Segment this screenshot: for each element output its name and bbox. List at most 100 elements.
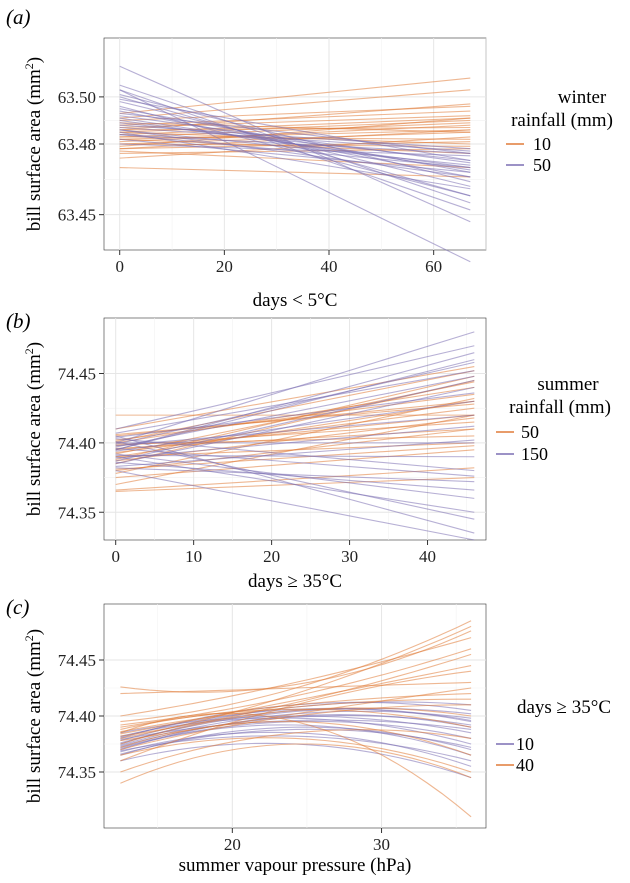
series-lines-b (115, 331, 475, 541)
legend-title-b-line2: rainfall (mm) (509, 397, 611, 418)
series-1-line-16 (115, 361, 475, 445)
legend-c: days ≥ 35°C 10 40 (496, 697, 611, 775)
series-1-line-19 (115, 440, 475, 520)
legend-title-b-line1: summer (537, 374, 599, 395)
series-1-curve-2 (120, 704, 472, 751)
legend-title-a-line2: rainfall (mm) (511, 110, 613, 131)
series-0-curve-11 (120, 724, 472, 756)
panel-c: (c) 20 30 74.35 74.40 74.45 summer vapour pr… (6, 595, 611, 876)
y-tick-label: 74.40 (58, 707, 96, 726)
series-1-line-18 (115, 400, 475, 452)
x-tick-label: 20 (216, 257, 233, 276)
x-tick-label: 0 (115, 257, 124, 276)
series-1-curve-17 (120, 743, 472, 784)
series-1-line-12 (115, 352, 475, 451)
series-0-line-23 (115, 417, 475, 462)
series-0-line-22 (119, 167, 471, 178)
y-tick-label: 63.48 (58, 135, 96, 154)
x-tick-label: 40 (419, 547, 436, 566)
x-tick-label: 30 (341, 547, 358, 566)
series-0-line-16 (119, 150, 471, 169)
legend-b: summer rainfall (mm) 50 150 (496, 374, 611, 464)
panel-a: (a) 0 20 40 60 63.45 63.48 63.50 days < 5°C bi… (6, 5, 613, 311)
panel-b-tag: (b) (6, 309, 31, 333)
series-1-curve-14 (120, 648, 472, 726)
x-axis-label-a: days < 5°C (253, 290, 338, 311)
series-1-curve-16 (120, 665, 472, 735)
series-0-line-19 (119, 103, 471, 131)
series-0-line-10 (115, 366, 475, 430)
series-1-curve-0 (120, 625, 472, 739)
legend-label-b-0: 50 (521, 422, 539, 442)
series-1-line-13 (115, 467, 475, 483)
y-tick-label: 74.40 (58, 434, 96, 453)
legend-label-c-1: 40 (516, 755, 534, 775)
series-1-line-17 (115, 461, 475, 491)
series-0-line-15 (115, 428, 475, 449)
y-axis-label-c: bill surface area (mm2) (22, 629, 45, 803)
series-0-line-11 (115, 449, 475, 479)
y-tick-label: 74.35 (58, 763, 96, 782)
series-0-curve-16 (120, 735, 472, 762)
legend-label-a-1: 50 (533, 155, 551, 175)
series-1-curve-15 (120, 720, 472, 756)
series-1-curve-10 (120, 653, 472, 737)
series-1-line-11 (115, 438, 475, 472)
x-tick-label: 30 (373, 835, 390, 854)
legend-a: winter rainfall (mm) 10 50 (506, 87, 613, 175)
series-1-curve-3 (120, 637, 472, 717)
panel-b: (b) 0 10 20 30 40 74.35 74.40 74.45 days ≥ 35°C… (6, 309, 611, 592)
series-lines-c (120, 620, 472, 818)
series-1-line-5 (115, 345, 475, 430)
series-1-line-3 (115, 456, 475, 513)
y-tick-label: 63.45 (58, 206, 96, 225)
legend-label-c-0: 10 (516, 734, 534, 754)
series-0-line-16 (115, 445, 475, 470)
series-1-line-23 (119, 134, 471, 169)
series-1-line-24 (115, 375, 475, 448)
legend-title-a-line1: winter (558, 87, 607, 108)
series-1-curve-19 (120, 630, 472, 693)
x-axis-label-c: summer vapour pressure (hPa) (179, 855, 412, 876)
legend-title-c-line1: days ≥ 35°C (517, 697, 611, 718)
series-1-line-15 (115, 454, 475, 458)
y-tick-label: 74.45 (58, 365, 96, 384)
legend-label-a-0: 10 (533, 134, 551, 154)
series-1-line-10 (115, 379, 475, 462)
series-1-line-16 (119, 117, 471, 171)
series-1-line-23 (115, 439, 475, 468)
series-1-curve-11 (120, 729, 472, 773)
series-1-line-22 (119, 112, 471, 154)
series-0-curve-14 (120, 719, 472, 741)
series-0-curve-9 (120, 717, 472, 745)
series-1-line-24 (119, 93, 471, 183)
x-tick-label: 20 (263, 547, 280, 566)
series-1-curve-8 (120, 737, 472, 773)
x-tick-label: 20 (224, 835, 241, 854)
series-0-line-9 (119, 110, 471, 126)
x-tick-label: 60 (425, 257, 442, 276)
series-0-line-13 (115, 393, 475, 441)
series-1-curve-6 (120, 707, 472, 745)
series-1-line-14 (115, 370, 475, 434)
series-1-line-9 (115, 414, 475, 447)
series-1-line-6 (115, 470, 475, 541)
panel-a-tag: (a) (6, 5, 31, 29)
x-tick-label: 40 (321, 257, 338, 276)
series-1-line-14 (119, 129, 471, 166)
legend-label-b-1: 150 (521, 444, 548, 464)
series-1-curve-13 (120, 687, 472, 742)
x-tick-label: 10 (185, 547, 202, 566)
series-lines-a (119, 65, 471, 263)
y-axis-label-a: bill surface area (mm2) (22, 57, 45, 231)
series-0-line-17 (119, 122, 471, 133)
y-tick-label: 74.45 (58, 651, 96, 670)
series-1-curve-18 (120, 698, 472, 733)
series-0-line-24 (119, 141, 471, 150)
series-1-line-17 (119, 89, 471, 263)
series-1-curve-5 (120, 670, 472, 762)
panel-c-tag: (c) (6, 595, 29, 619)
series-1-line-21 (115, 447, 475, 477)
ticks-a: 0 20 40 60 63.45 63.48 63.50 (58, 88, 442, 276)
